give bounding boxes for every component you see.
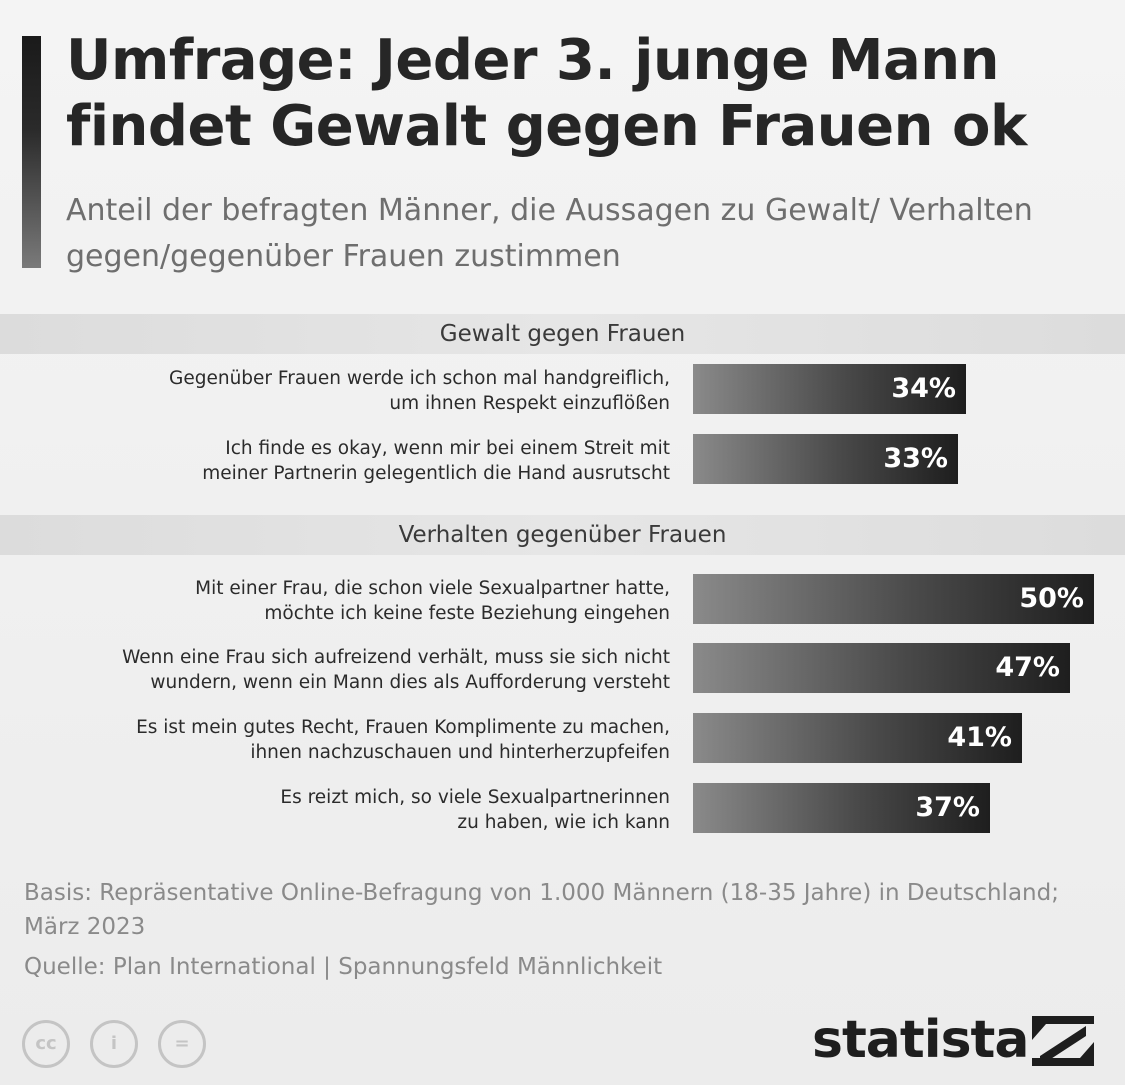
bar-label: Ich finde es okay, wenn mir bei einem St…: [10, 436, 670, 486]
bar-label-line: Es ist mein gutes Recht, Frauen Komplime…: [136, 717, 670, 738]
bar-label: Wenn eine Frau sich aufreizend verhält, …: [10, 645, 670, 695]
bar-label-line: ihnen nachzuschauen und hinterherzupfeif…: [250, 742, 670, 763]
bar-label: Mit einer Frau, die schon viele Sexualpa…: [10, 576, 670, 626]
no-derivatives-icon: =: [158, 1020, 206, 1068]
bar-value-label: 47%: [995, 652, 1060, 683]
bar: 37%: [693, 783, 990, 833]
bar-label-line: Mit einer Frau, die schon viele Sexualpa…: [195, 578, 670, 599]
bar-label: Gegenüber Frauen werde ich schon mal han…: [10, 366, 670, 416]
statista-logo-icon: [1032, 1016, 1094, 1066]
bar-label-line: Ich finde es okay, wenn mir bei einem St…: [225, 438, 670, 459]
accent-bar: [22, 36, 41, 268]
bar-label: Es ist mein gutes Recht, Frauen Komplime…: [10, 715, 670, 765]
bar-label-line: Gegenüber Frauen werde ich schon mal han…: [169, 368, 670, 389]
section-header: Gewalt gegen Frauen: [0, 314, 1125, 354]
bar-value-label: 41%: [947, 722, 1012, 753]
bar-row: Ich finde es okay, wenn mir bei einem St…: [0, 434, 1125, 488]
chart-title: Umfrage: Jeder 3. junge Mann findet Gewa…: [66, 28, 1027, 159]
bar-value-label: 34%: [891, 373, 956, 404]
bar-row: Mit einer Frau, die schon viele Sexualpa…: [0, 574, 1125, 628]
bar-value-label: 50%: [1019, 583, 1084, 614]
bar-label-line: Wenn eine Frau sich aufreizend verhält, …: [122, 647, 670, 668]
bar: 41%: [693, 713, 1022, 763]
bar-row: Gegenüber Frauen werde ich schon mal han…: [0, 364, 1125, 418]
bar-label-line: meiner Partnerin gelegentlich die Hand a…: [202, 463, 670, 484]
chart-subtitle: Anteil der befragten Männer, die Aussage…: [66, 193, 1033, 274]
basis-note: Basis: Repräsentative Online-Befragung v…: [24, 880, 1059, 940]
bar-label-line: wundern, wenn ein Mann dies als Aufforde…: [150, 672, 670, 693]
attribution-icon: i: [90, 1020, 138, 1068]
source-note: Quelle: Plan International | Spannungsfe…: [24, 954, 663, 980]
bar-label-line: Es reizt mich, so viele Sexualpartnerinn…: [280, 787, 670, 808]
bar: 50%: [693, 574, 1094, 624]
bar-label-line: zu haben, wie ich kann: [457, 812, 670, 833]
cc-icon: cc: [22, 1020, 70, 1068]
bar: 47%: [693, 643, 1070, 693]
bar-label-line: um ihnen Respekt einzuflößen: [389, 393, 670, 414]
statista-logo-text: statista: [812, 1010, 1029, 1070]
bar-label-line: möchte ich keine feste Beziehung eingehe…: [264, 603, 670, 624]
bar-row: Es ist mein gutes Recht, Frauen Komplime…: [0, 713, 1125, 767]
bar-value-label: 37%: [915, 792, 980, 823]
bar-label: Es reizt mich, so viele Sexualpartnerinn…: [10, 785, 670, 835]
bar-value-label: 33%: [883, 443, 948, 474]
bar-row: Wenn eine Frau sich aufreizend verhält, …: [0, 643, 1125, 697]
bar-row: Es reizt mich, so viele Sexualpartnerinn…: [0, 783, 1125, 837]
section-header: Verhalten gegenüber Frauen: [0, 515, 1125, 555]
bar: 33%: [693, 434, 958, 484]
bar: 34%: [693, 364, 966, 414]
